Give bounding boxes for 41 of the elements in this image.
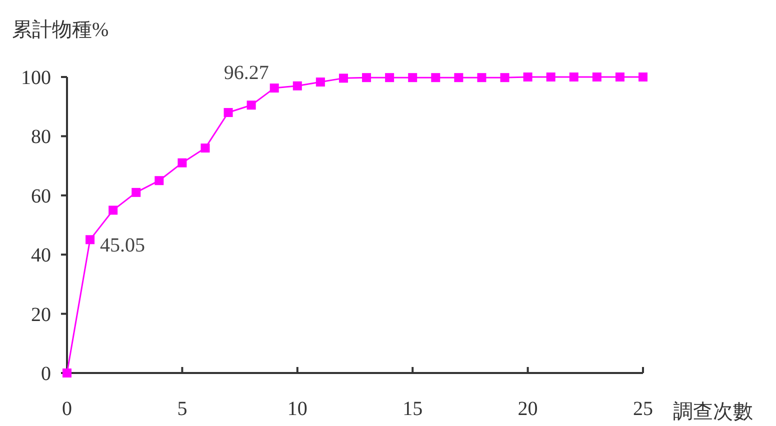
annotation: 96.27 <box>224 62 269 84</box>
point <box>523 72 532 82</box>
point <box>385 73 394 82</box>
point <box>246 100 256 110</box>
point <box>500 73 510 82</box>
y-tick-label: 20 <box>31 304 51 326</box>
x-tick-label: 25 <box>633 398 653 420</box>
point <box>178 158 187 168</box>
point <box>132 188 141 197</box>
x-axis-title: 調查次數 <box>673 401 753 423</box>
point <box>408 73 418 82</box>
point <box>200 144 210 153</box>
y-tick-label: 100 <box>21 67 51 89</box>
x-tick-label: 20 <box>518 398 538 420</box>
point <box>569 72 578 82</box>
point <box>154 176 164 186</box>
point <box>546 72 556 82</box>
point <box>638 72 648 82</box>
point <box>338 74 348 83</box>
point <box>592 72 602 82</box>
x-tick-label: 15 <box>402 398 423 420</box>
point <box>477 73 486 82</box>
point <box>362 73 372 82</box>
point <box>615 72 624 82</box>
x-tick-label: 10 <box>287 398 308 420</box>
point <box>454 73 464 82</box>
point <box>270 84 279 93</box>
point <box>86 235 95 244</box>
x-tick-label: 5 <box>177 398 188 420</box>
y-tick-label: 60 <box>31 185 51 208</box>
point <box>316 78 325 87</box>
y-tick-label: 80 <box>31 126 51 148</box>
x-tick-label: 0 <box>62 398 72 420</box>
point <box>292 81 302 90</box>
point <box>224 108 233 118</box>
y-axis-title: 累計物種% <box>12 19 109 41</box>
y-tick-label: 0 <box>41 363 51 385</box>
annotation: 45.05 <box>100 234 146 257</box>
point <box>108 206 118 215</box>
point <box>431 73 440 82</box>
y-tick-label: 40 <box>31 244 51 267</box>
